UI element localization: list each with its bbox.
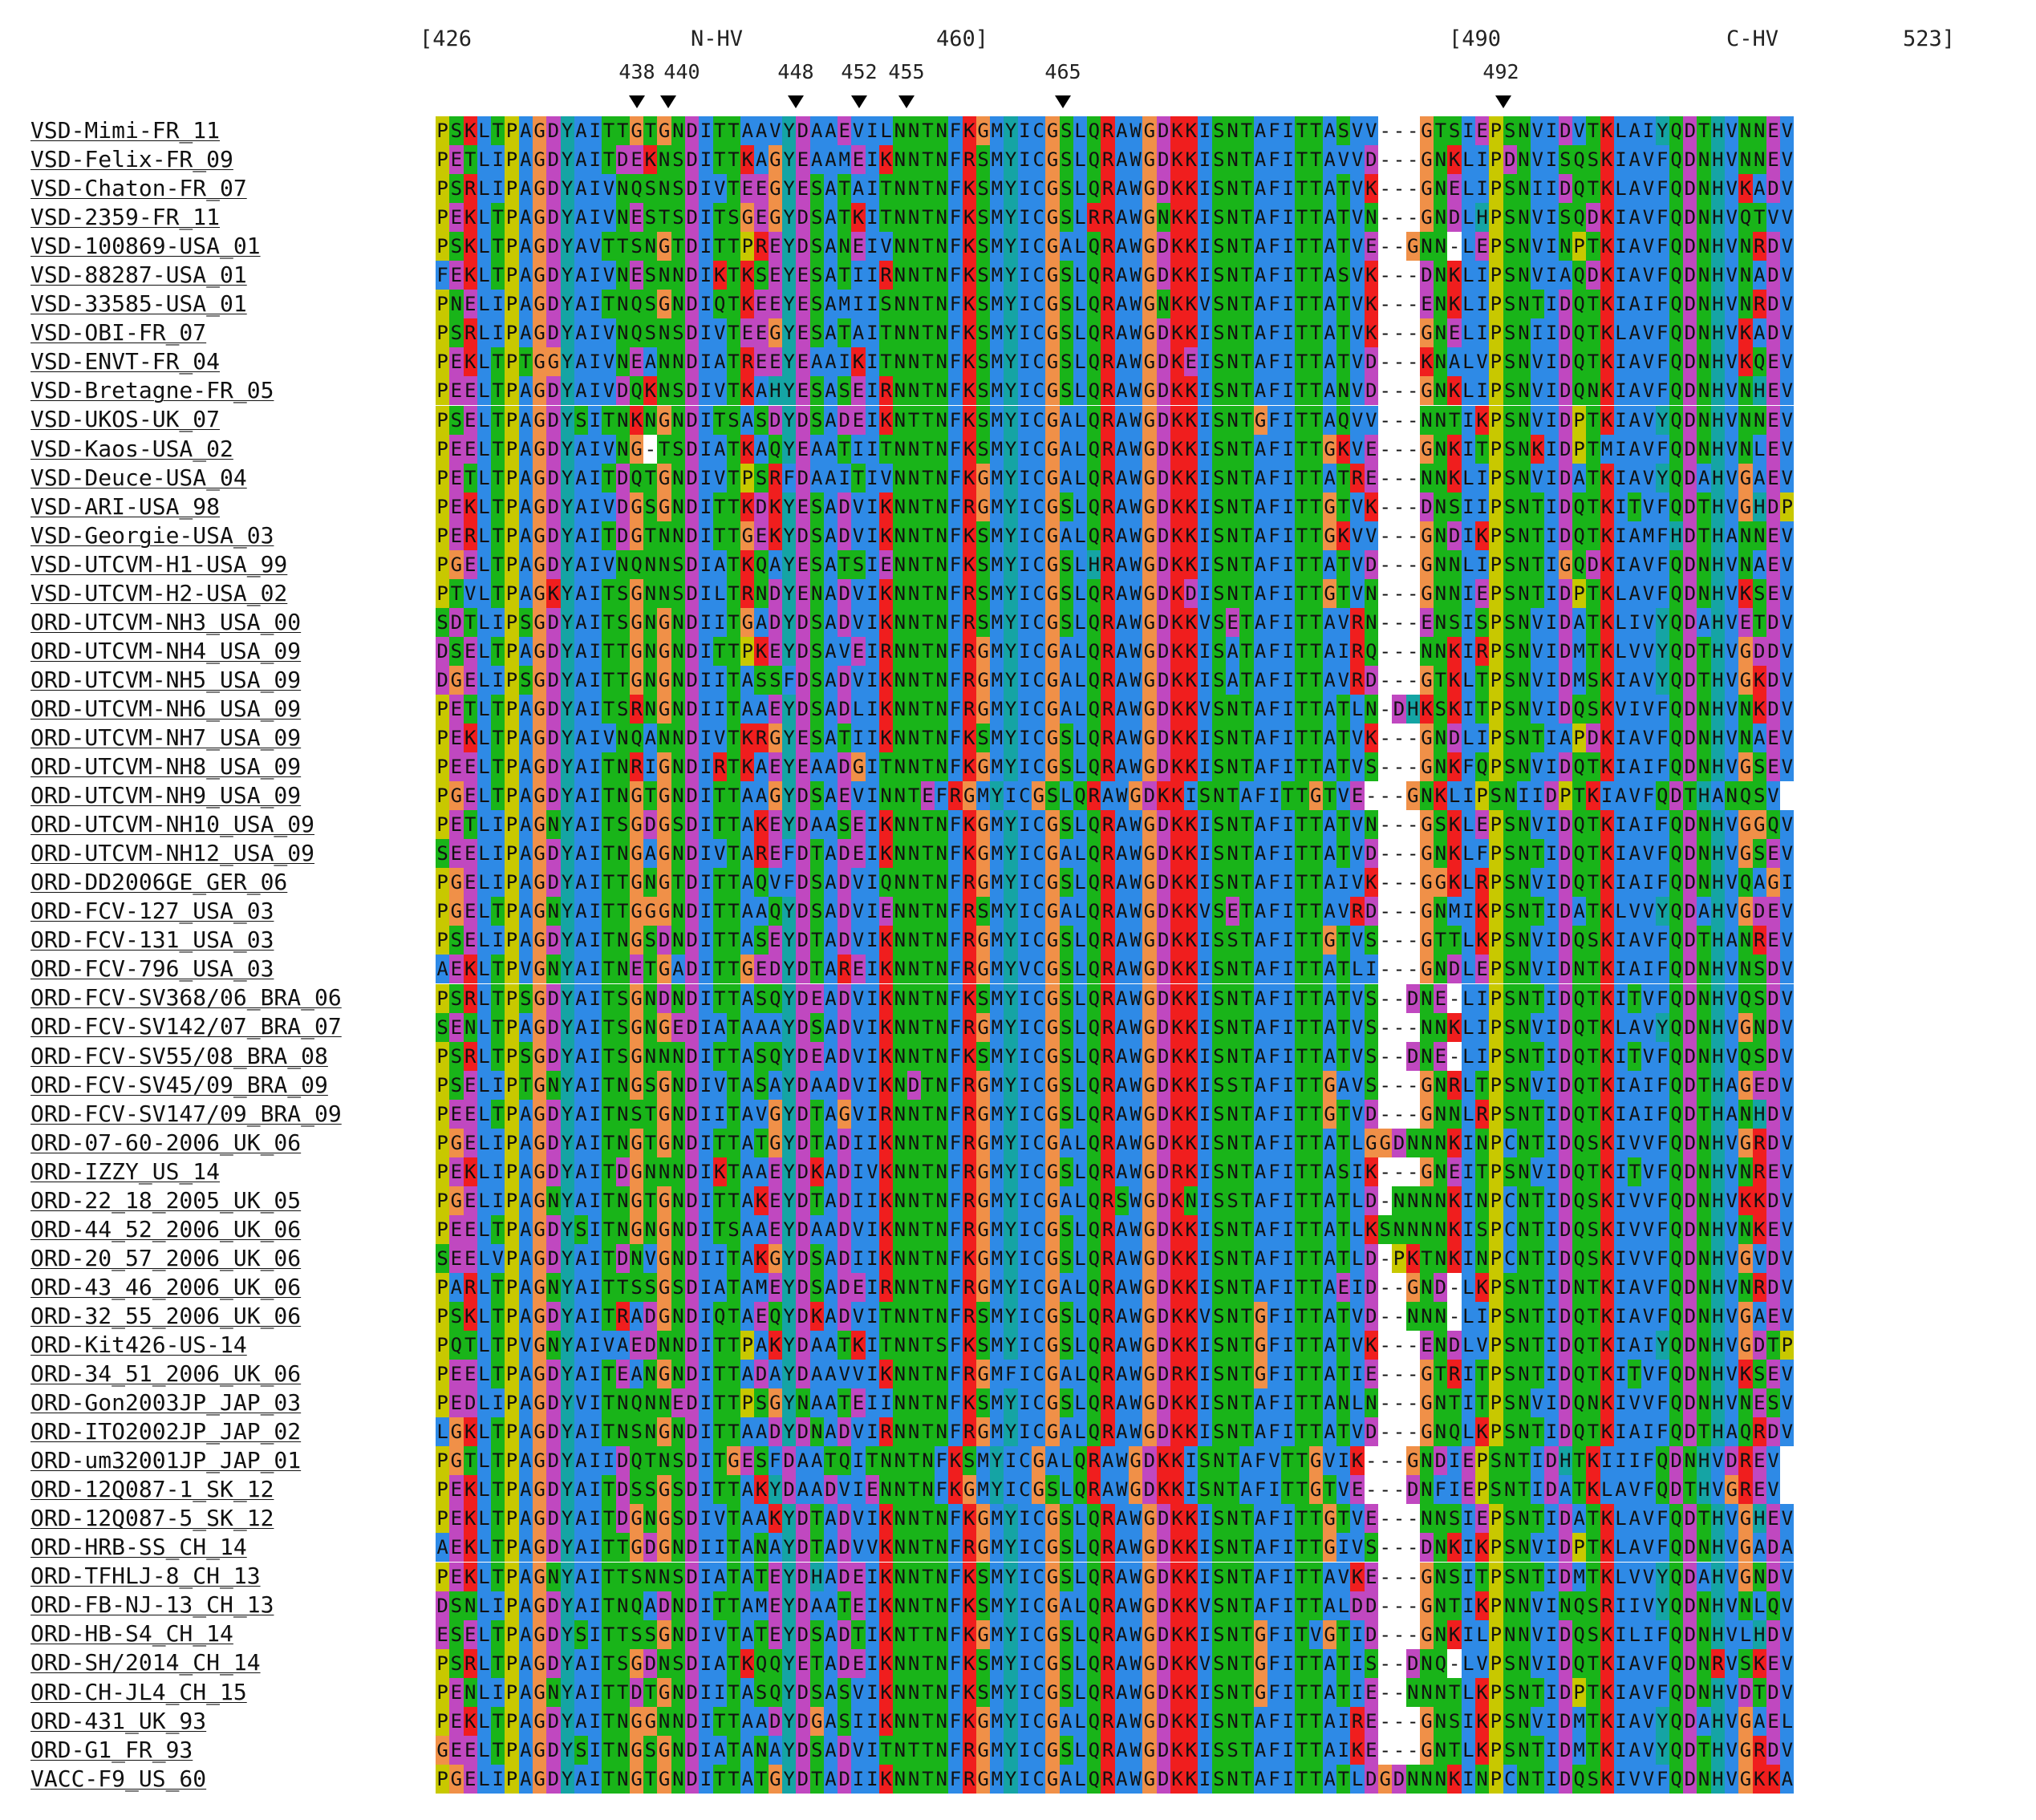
sequence-name: ORD-UTCVM-NH9_USA_09 xyxy=(30,782,302,809)
sequence-name: ORD-12Q087-5_SK_12 xyxy=(30,1505,274,1532)
sequence-name: ORD-ITO2002JP_JAP_02 xyxy=(30,1418,302,1445)
sequence-name: ORD-HB-S4_CH_14 xyxy=(30,1620,233,1648)
sequence-name-list: VSD-Mimi-FR_11 VSD-Felix-FR_09 VSD-Chaton-… xyxy=(30,116,342,1794)
sequence-name: VSD-2359-FR_11 xyxy=(30,204,221,231)
sequence-name: ORD-FCV-131_USA_03 xyxy=(30,926,274,954)
sequence-name: ORD-Gon2003JP_JAP_03 xyxy=(30,1389,302,1417)
sequence-name: VSD-UKOS-UK_07 xyxy=(30,406,221,433)
c-hv-region-label: C-HV xyxy=(1726,26,1779,51)
marker-492-triangle xyxy=(1495,95,1511,108)
range-start-label: [426 xyxy=(420,26,472,51)
sequence-name: VSD-100869-USA_01 xyxy=(30,233,261,260)
marker-438-triangle xyxy=(629,95,645,108)
sequence-name: ORD-UTCVM-NH8_USA_09 xyxy=(30,753,302,780)
sequence-name: ORD-HRB-SS_CH_14 xyxy=(30,1534,247,1561)
sequence-name: VSD-Bretagne-FR_05 xyxy=(30,377,274,404)
sequence-name: VSD-Felix-FR_09 xyxy=(30,146,233,173)
sequence-name: ORD-UTCVM-NH5_USA_09 xyxy=(30,666,302,693)
marker-492-label: 492 xyxy=(1482,60,1519,83)
sequence-name: ORD-431_UK_93 xyxy=(30,1707,207,1734)
sequence-name: VSD-Mimi-FR_11 xyxy=(30,117,221,144)
sequence-name: ORD-34_51_2006_UK_06 xyxy=(30,1360,302,1388)
sequence-name: ORD-FCV-127_USA_03 xyxy=(30,898,274,925)
marker-440-triangle xyxy=(660,95,676,108)
range1-end-label: 460] xyxy=(936,26,989,51)
marker-448-triangle xyxy=(788,95,804,108)
sequence-name: VSD-UTCVM-H2-USA_02 xyxy=(30,579,288,606)
marker-455-label: 455 xyxy=(888,60,925,83)
marker-452-triangle xyxy=(851,95,867,108)
sequence-name: VSD-Georgie-USA_03 xyxy=(30,521,274,549)
sequence-name: ORD-UTCVM-NH10_USA_09 xyxy=(30,811,315,838)
sequence-name: VSD-UTCVM-H1-USA_99 xyxy=(30,550,288,578)
sequence-name: ORD-UTCVM-NH6_USA_09 xyxy=(30,695,302,722)
sequence-name: ORD-FB-NJ-13_CH_13 xyxy=(30,1591,274,1619)
marker-452-label: 452 xyxy=(841,60,878,83)
sequence-name: VACC-F9_US_60 xyxy=(30,1765,207,1792)
range-end-label: 523] xyxy=(1903,26,1956,51)
marker-440-label: 440 xyxy=(663,60,700,83)
sequence-name: ORD-FCV-SV147/09_BRA_09 xyxy=(30,1100,342,1127)
sequence-name: ORD-UTCVM-NH3_USA_00 xyxy=(30,608,302,635)
sequence-name: ORD-Kit426-US-14 xyxy=(30,1331,247,1358)
sequence-name: VSD-Chaton-FR_07 xyxy=(30,175,247,202)
sequence-name: VSD-Deuce-USA_04 xyxy=(30,464,247,491)
sequence-name: ORD-UTCVM-NH7_USA_09 xyxy=(30,724,302,751)
sequence-name: ORD-FCV-SV368/06_BRA_06 xyxy=(30,984,342,1011)
marker-465-triangle xyxy=(1055,95,1071,108)
sequence-name: ORD-um32001JP_JAP_01 xyxy=(30,1447,302,1474)
sequence-name: ORD-43_46_2006_UK_06 xyxy=(30,1273,302,1300)
sequence-name: ORD-G1_FR_93 xyxy=(30,1736,193,1763)
sequence-name: ORD-FCV-SV55/08_BRA_08 xyxy=(30,1042,328,1069)
n-hv-region-label: N-HV xyxy=(691,26,744,51)
sequence-name: ORD-SH/2014_CH_14 xyxy=(30,1649,261,1676)
sequence-name: ORD-44_52_2006_UK_06 xyxy=(30,1215,302,1242)
marker-448-label: 448 xyxy=(777,60,814,83)
sequence-name: VSD-ARI-USA_98 xyxy=(30,492,221,520)
sequence-name: ORD-12Q087-1_SK_12 xyxy=(30,1476,274,1503)
sequence-name: ORD-FCV-SV45/09_BRA_09 xyxy=(30,1071,328,1098)
sequence-name: ORD-UTCVM-NH12_USA_09 xyxy=(30,840,315,867)
sequence-name: ORD-TFHLJ-8_CH_13 xyxy=(30,1563,261,1590)
sequence-name: ORD-DD2006GE_GER_06 xyxy=(30,869,288,896)
sequence-name: ORD-22_18_2005_UK_05 xyxy=(30,1186,302,1214)
sequence-name: ORD-20_57_2006_UK_06 xyxy=(30,1244,302,1271)
sequence-name: VSD-Kaos-USA_02 xyxy=(30,435,233,462)
range2-start-label: [490 xyxy=(1449,26,1502,51)
sequence-name: ORD-FCV-SV142/07_BRA_07 xyxy=(30,1013,342,1040)
sequence-name: VSD-33585-USA_01 xyxy=(30,290,247,318)
marker-438-label: 438 xyxy=(619,60,655,83)
sequence-name: VSD-OBI-FR_07 xyxy=(30,319,207,347)
sequence-name: VSD-88287-USA_01 xyxy=(30,261,247,289)
sequence-name: ORD-07-60-2006_UK_06 xyxy=(30,1129,302,1156)
marker-465-label: 465 xyxy=(1044,60,1081,83)
sequence-name: ORD-FCV-796_USA_03 xyxy=(30,955,274,983)
alignment-header: [426 N-HV 460] [490 C-HV 523] 438 440 44… xyxy=(0,0,2036,120)
sequence-name: ORD-IZZY_US_14 xyxy=(30,1157,221,1185)
sequence-name: ORD-UTCVM-NH4_USA_09 xyxy=(30,637,302,664)
sequence-name: ORD-CH-JL4_CH_15 xyxy=(30,1678,247,1705)
marker-455-triangle xyxy=(898,95,915,108)
sequence-name: ORD-32_55_2006_UK_06 xyxy=(30,1302,302,1329)
sequence-name: VSD-ENVT-FR_04 xyxy=(30,348,221,375)
